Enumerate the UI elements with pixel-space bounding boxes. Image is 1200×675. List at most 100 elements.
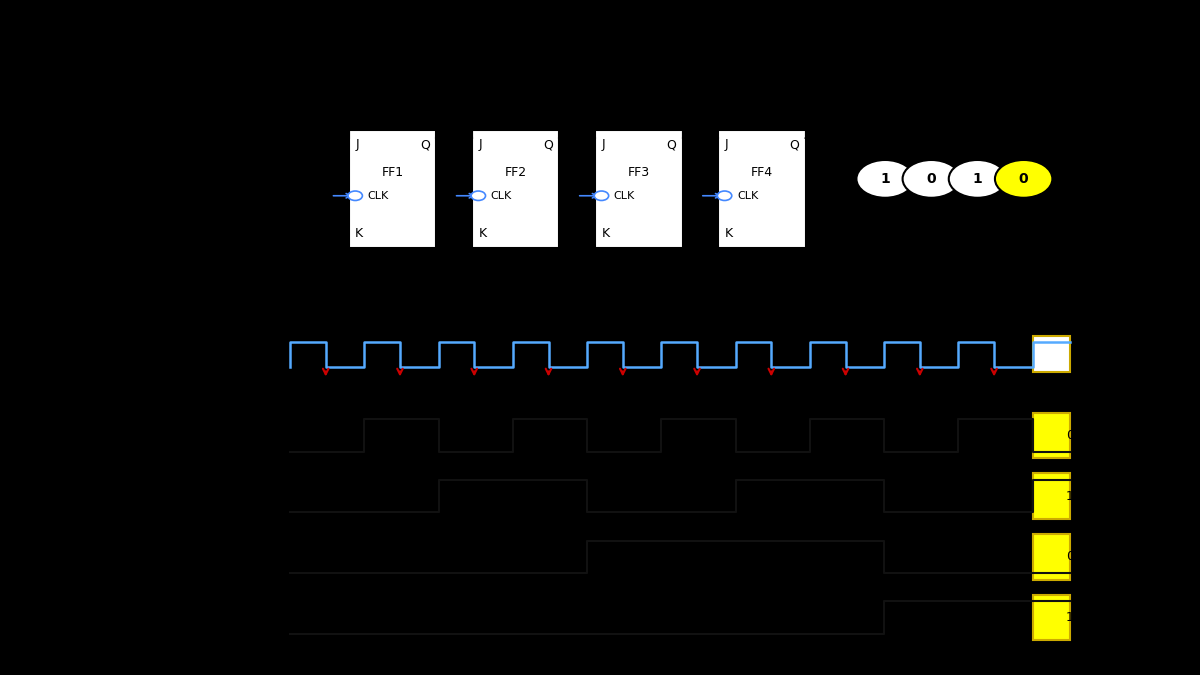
Text: K: K [725, 227, 733, 240]
Bar [472, 130, 559, 248]
Text: K: K [355, 227, 364, 240]
Text: K: K [601, 227, 610, 240]
Text: 0: 0 [991, 550, 1000, 564]
Text: CLK: CLK [367, 191, 389, 200]
Text: 1: 1 [973, 172, 983, 186]
Text: 1: 1 [329, 227, 337, 240]
Text: 0: 0 [695, 611, 702, 624]
Text: 0: 0 [926, 172, 936, 186]
Text: 1: 1 [452, 227, 460, 240]
Text: 0: 0 [620, 611, 629, 624]
Text: 1: 1 [580, 122, 588, 135]
Text: 0: 0 [323, 611, 331, 624]
Circle shape [472, 191, 486, 200]
Text: Q: Q [420, 138, 430, 151]
Text: 0: 0 [1066, 429, 1074, 442]
Text: FF2: FF2 [505, 165, 527, 179]
Text: 0: 0 [397, 550, 406, 564]
Text: 0: 0 [472, 429, 480, 442]
Text: 1: 1 [703, 122, 712, 135]
Bar [1033, 412, 1070, 458]
Text: 6: 6 [676, 344, 683, 354]
Circle shape [688, 134, 702, 143]
Text: 1: 1 [546, 429, 554, 442]
Text: 1: 1 [695, 429, 702, 442]
Text: FF4: FF4 [751, 165, 773, 179]
Text: 0: 0 [323, 550, 331, 564]
Text: 7: 7 [750, 344, 757, 354]
Text: 3: 3 [452, 344, 460, 354]
Text: 1: 1 [844, 429, 851, 442]
Text: 0: 0 [695, 489, 702, 503]
Text: 1: 1 [546, 489, 554, 503]
Text: J: J [725, 138, 728, 151]
Text: 0: 0 [397, 489, 406, 503]
Text: 1: 1 [769, 550, 776, 564]
Text: 0: 0 [472, 611, 480, 624]
Text: 1: 1 [457, 122, 464, 135]
Text: FF1 Q: FF1 Q [236, 428, 280, 443]
Text: 0: 0 [397, 611, 406, 624]
Circle shape [995, 160, 1052, 198]
Text: 1: 1 [917, 611, 925, 624]
Text: J: J [479, 138, 482, 151]
Text: CLK: CLK [737, 191, 758, 200]
Text: 0: 0 [546, 550, 554, 564]
Text: Q: Q [544, 138, 553, 151]
Text: 0: 0 [1019, 172, 1028, 186]
Text: 0: 0 [917, 550, 925, 564]
Circle shape [565, 134, 580, 143]
Text: 1: 1 [1066, 611, 1074, 624]
Text: 5: 5 [601, 344, 608, 354]
Text: 1: 1 [698, 227, 706, 240]
Text: FF3 Q: FF3 Q [235, 549, 280, 564]
Text: 0: 0 [323, 429, 331, 442]
Text: K: K [479, 227, 486, 240]
Text: J: J [601, 138, 605, 151]
Text: 1: 1 [881, 172, 890, 186]
Text: 8: 8 [824, 344, 832, 354]
Circle shape [949, 160, 1007, 198]
Bar [1033, 595, 1070, 641]
Text: FF4 Q: FF4 Q [236, 610, 280, 625]
Text: 1: 1 [397, 429, 406, 442]
Text: 2: 2 [378, 344, 385, 354]
Text: Mode 16 Counter: Mode 16 Counter [502, 24, 704, 48]
Text: 9: 9 [899, 344, 906, 354]
Text: 0: 0 [1066, 550, 1074, 564]
Text: 1: 1 [844, 550, 851, 564]
Bar [1033, 473, 1070, 519]
Text: Q: Q [666, 138, 677, 151]
Text: FF1: FF1 [382, 165, 403, 179]
Bar [719, 130, 805, 248]
Circle shape [594, 191, 608, 200]
Text: FF3: FF3 [628, 165, 650, 179]
Bar [1033, 336, 1070, 373]
Text: 1: 1 [575, 227, 583, 240]
Circle shape [348, 191, 362, 200]
Circle shape [857, 160, 914, 198]
Text: 1: 1 [472, 489, 480, 503]
Text: 1: 1 [698, 138, 706, 151]
Text: 4: 4 [527, 344, 534, 354]
Text: CLK: CLK [491, 191, 512, 200]
Text: Q: Q [790, 138, 799, 151]
Circle shape [902, 160, 960, 198]
Text: 0: 0 [620, 489, 629, 503]
Text: 0: 0 [472, 550, 480, 564]
Text: Binary
Output: Binary Output [932, 205, 976, 232]
Text: 1: 1 [844, 489, 851, 503]
Text: 0: 0 [323, 489, 331, 503]
Text: 1: 1 [305, 344, 311, 354]
Text: 1: 1 [620, 550, 628, 564]
Text: 1: 1 [1066, 489, 1074, 503]
Text: 0: 0 [546, 611, 554, 624]
Text: 1: 1 [452, 138, 460, 151]
Text: 0: 0 [917, 429, 925, 442]
Text: 0: 0 [991, 489, 1000, 503]
Bar [349, 130, 437, 248]
Text: 0: 0 [844, 611, 851, 624]
Bar [595, 130, 683, 248]
Circle shape [442, 134, 456, 143]
Text: 0: 0 [769, 611, 776, 624]
